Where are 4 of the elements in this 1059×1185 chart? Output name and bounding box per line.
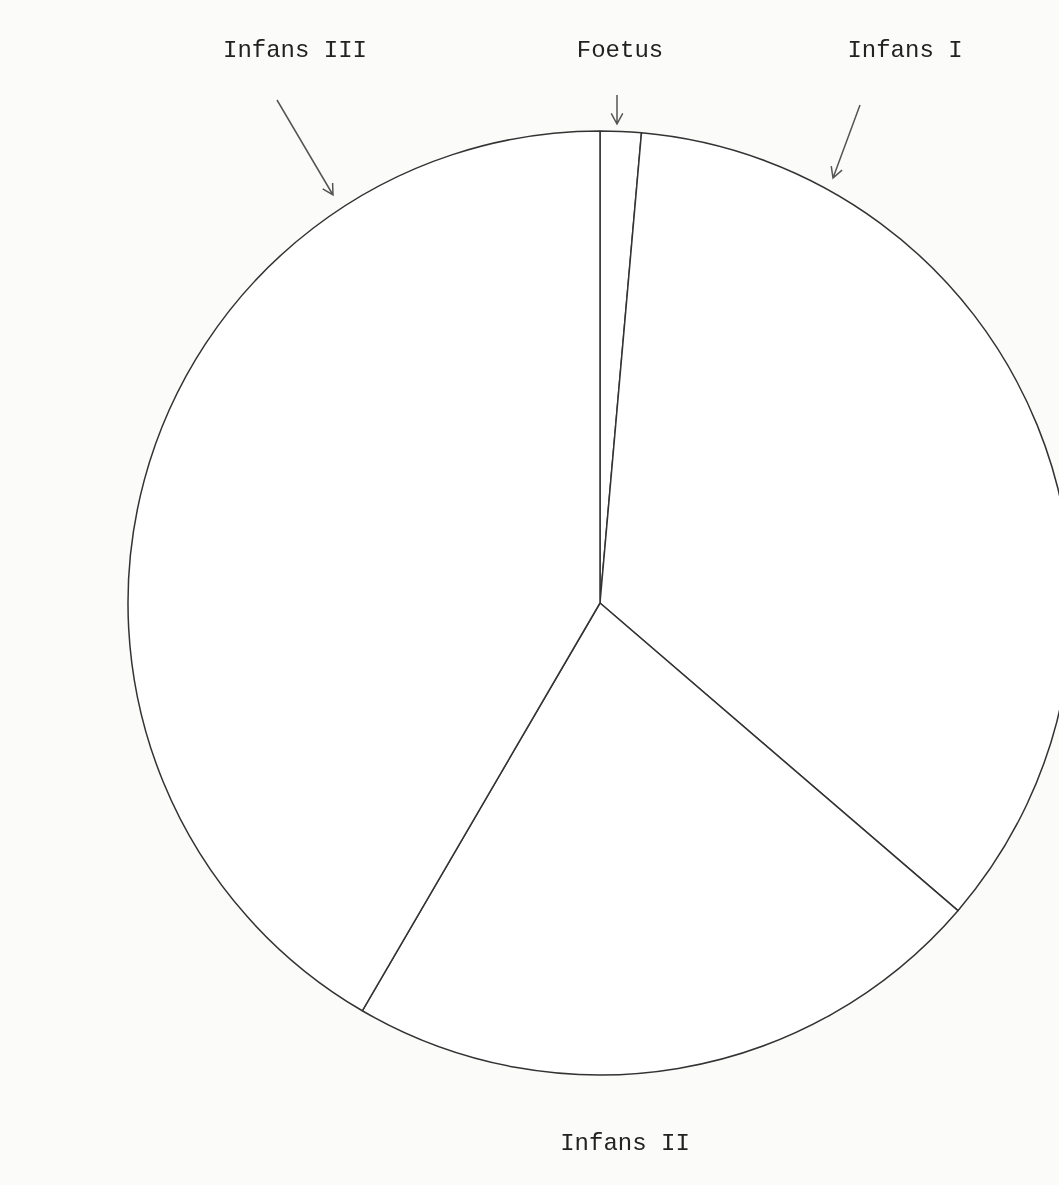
slice-label: Foetus <box>576 36 664 64</box>
slice-label: Infans III <box>222 36 368 64</box>
slice-label: Infans II <box>560 1129 690 1157</box>
slice-label: Infans I <box>847 36 963 64</box>
